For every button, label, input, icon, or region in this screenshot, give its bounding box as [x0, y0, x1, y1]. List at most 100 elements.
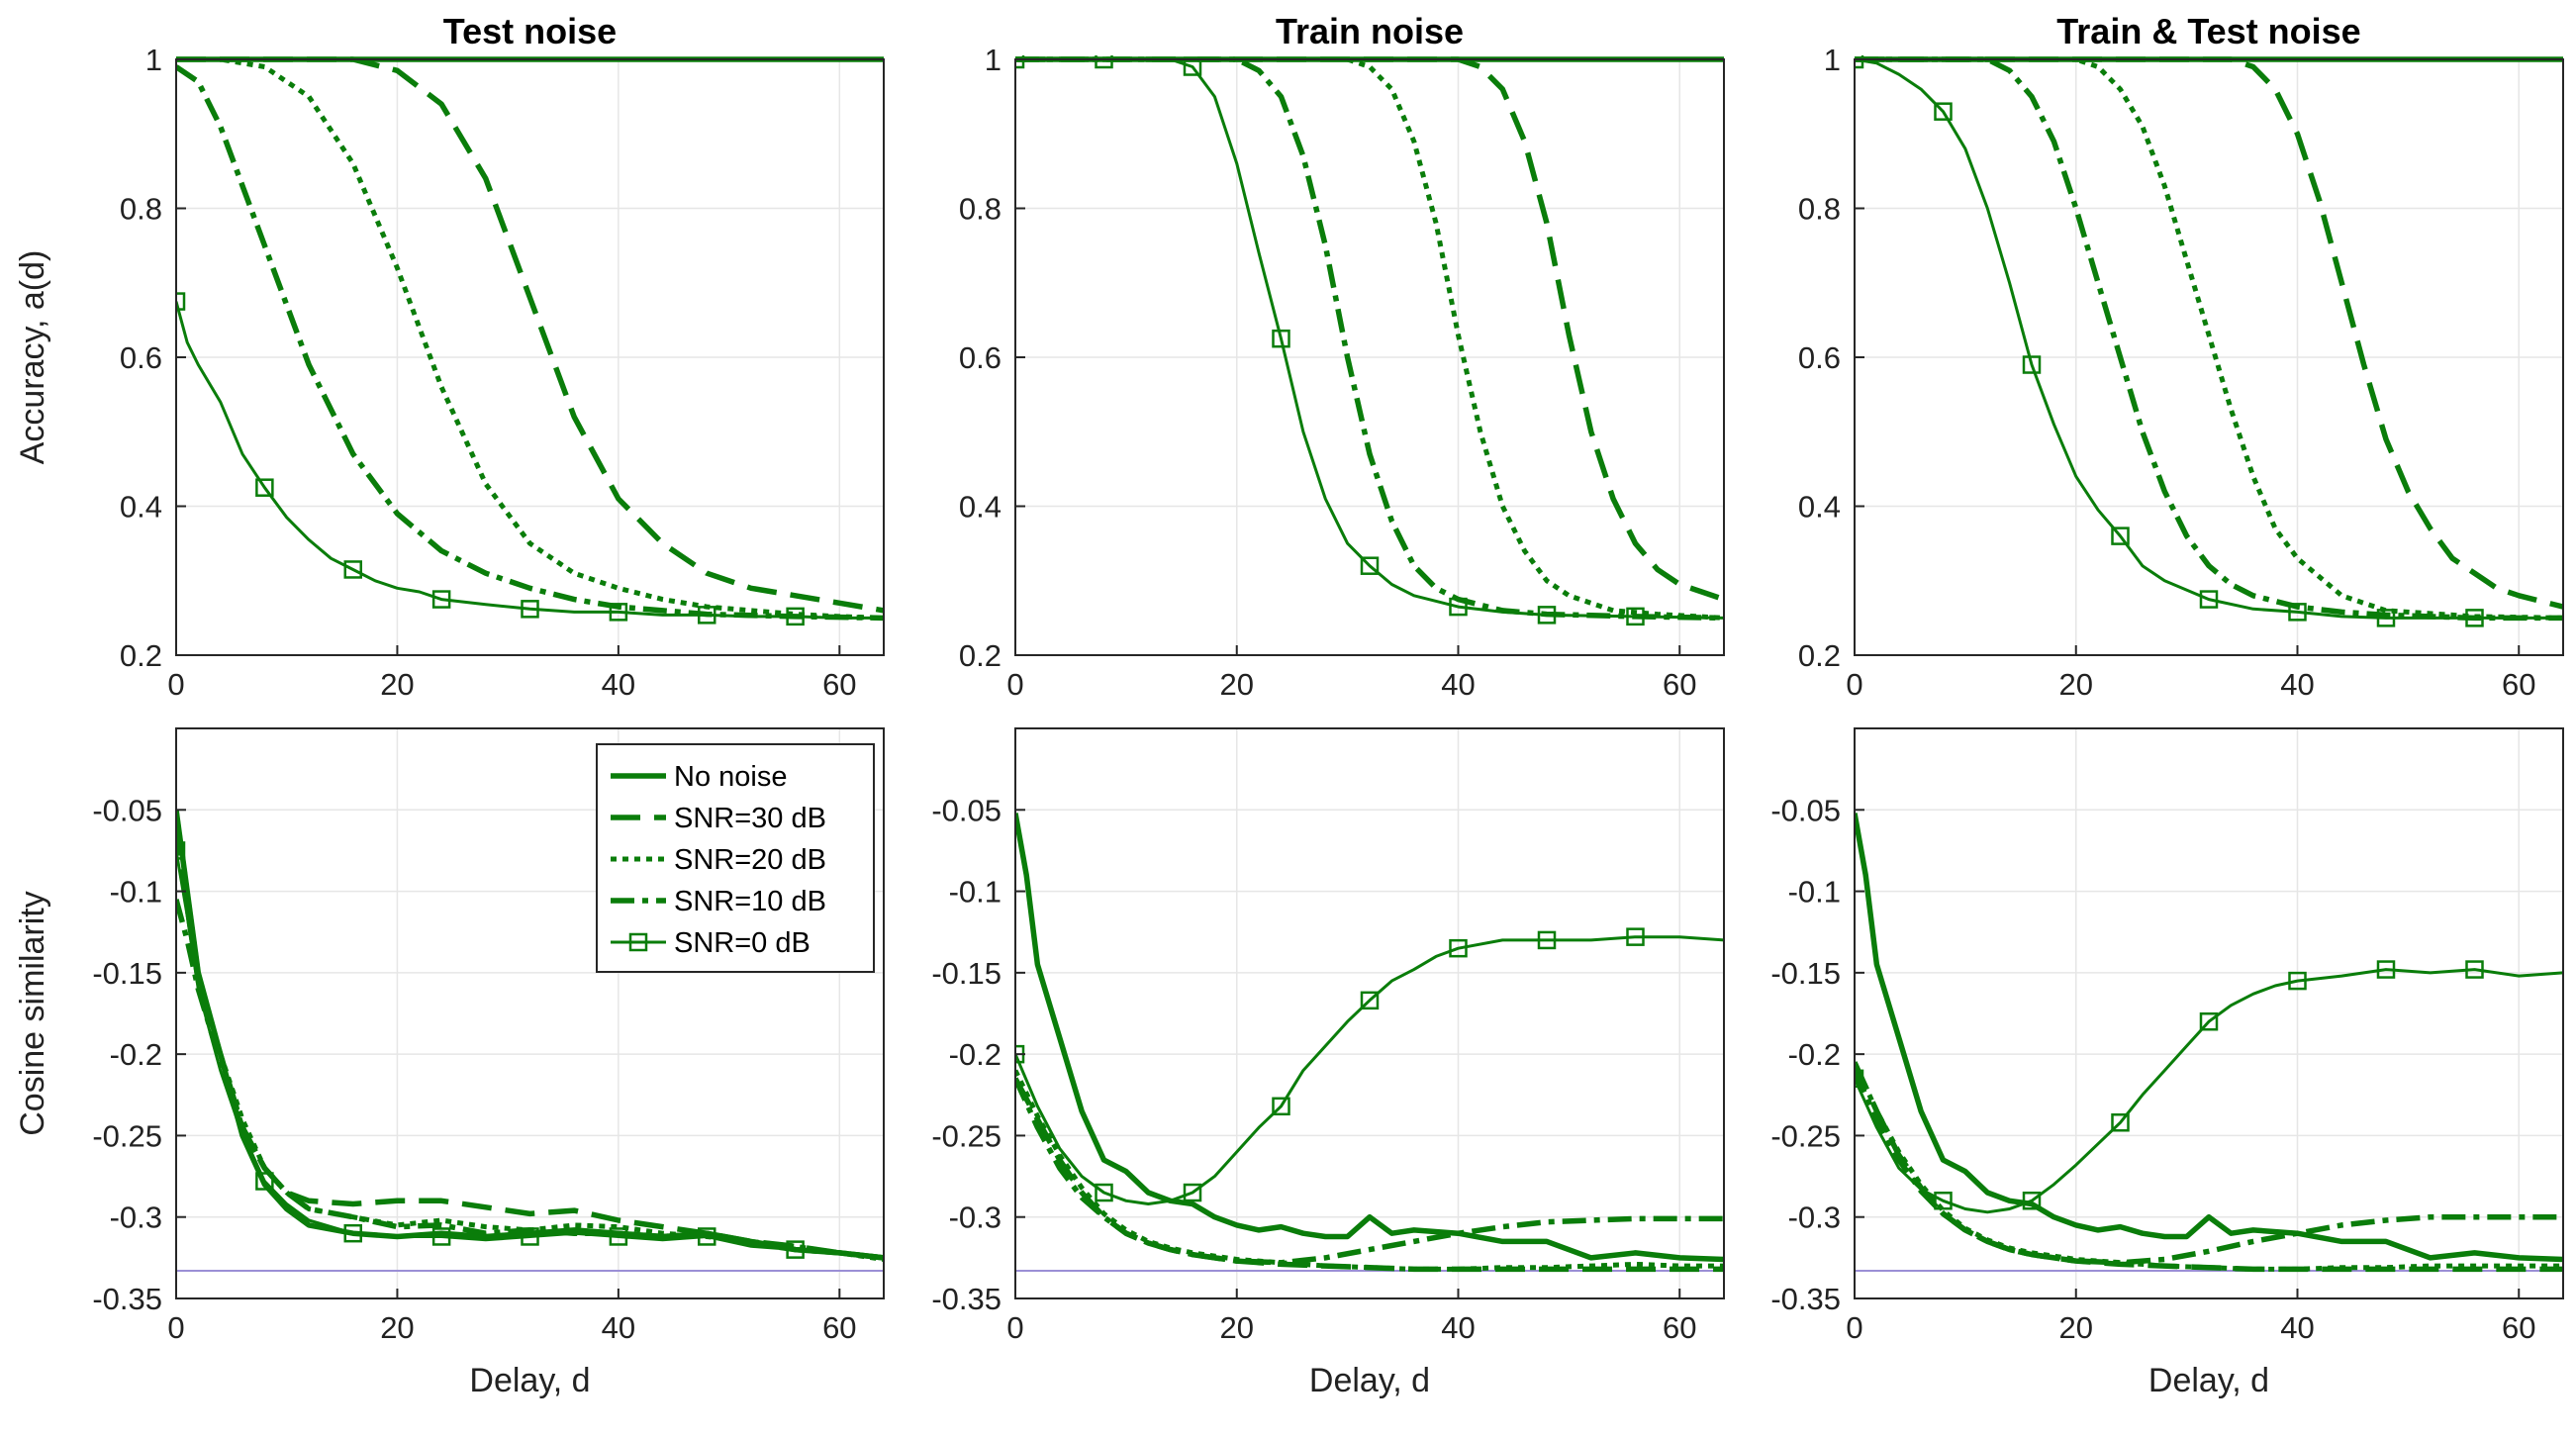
series-marker-snr-0-db: [343, 1223, 362, 1243]
series-marker-snr-0-db: [176, 841, 186, 860]
series-marker-snr-0-db: [1095, 1183, 1113, 1202]
series-marker-snr-0-db: [1183, 1183, 1202, 1202]
chart-bottom-1: 0 20 40 60 -0.35 -0.3 -0.25 -0.2 -0.15 -0.1 -0.05 D…: [14, 727, 885, 1399]
x-tick-label: 0: [1846, 667, 1862, 702]
series-line-snr-0-db: [1015, 57, 1724, 620]
series-line-snr-0-db: [1015, 935, 1724, 1205]
plot-area: [1855, 813, 2563, 1273]
legend-label-snr0: SNR=0 dB: [674, 927, 811, 959]
chart-bottom-3: 0 20 40 60 -0.35 -0.3 -0.25 -0.2 -0.15 -0.1 -0.05 D…: [1770, 727, 2564, 1399]
series-line-snr-30-db: [1855, 56, 2563, 610]
x-tick-label: 0: [167, 667, 184, 702]
x-axis-label: Delay, d: [2148, 1362, 2269, 1399]
series-marker-snr-0-db: [431, 1227, 451, 1246]
series-line-snr-0-db: [176, 850, 884, 1260]
x-tick-label: 40: [2280, 1310, 2314, 1345]
series-marker-snr-0-db: [343, 560, 362, 579]
y-tick-label: -0.05: [931, 793, 1002, 827]
series-line-snr-10-db: [1015, 56, 1724, 622]
series-marker-snr-0-db: [1934, 102, 1953, 121]
series-marker-snr-0-db: [1360, 556, 1380, 575]
series-line-snr-10-db: [176, 64, 884, 622]
x-tick-label: 60: [822, 1310, 856, 1345]
y-tick-label: 0.4: [120, 490, 162, 525]
series-line-no-noise: [1015, 813, 1724, 1263]
x-tick-label: 60: [2502, 1310, 2535, 1345]
series-marker-snr-0-db: [2465, 609, 2484, 627]
plot-area: [176, 56, 884, 626]
y-tick-label: 0.2: [120, 638, 162, 673]
x-tick-label: 60: [1663, 667, 1696, 702]
series-line-snr-10-db: [176, 899, 884, 1261]
chart-top-2: 0 20 40 60 0.2 0.4 0.6 0.8 1 Train noise: [959, 11, 1725, 702]
series-marker-snr-0-db: [698, 606, 716, 624]
series-line-snr-20-db: [176, 56, 884, 621]
series-line-snr-0-db: [176, 301, 884, 620]
x-tick-label: 40: [602, 1310, 635, 1345]
y-tick-label: -0.3: [949, 1200, 1002, 1235]
x-tick-label: 0: [1006, 667, 1023, 702]
series-line-snr-0-db: [1855, 57, 2563, 620]
series-marker-snr-0-db: [521, 1227, 539, 1246]
series-marker-snr-0-db: [2111, 1113, 2130, 1132]
legend-label-snr10: SNR=10 dB: [674, 886, 826, 917]
series-marker-snr-0-db: [1272, 1097, 1290, 1116]
x-tick-label: 20: [2059, 667, 2093, 702]
y-tick-label: -0.05: [92, 793, 162, 827]
y-tick-label: 0.8: [120, 192, 162, 227]
plot-area: [1015, 813, 1724, 1273]
series-marker-snr-0-db: [2199, 1011, 2219, 1031]
x-tick-label: 0: [167, 1310, 184, 1345]
x-tick-label: 40: [1441, 1310, 1475, 1345]
y-tick-label: 0.6: [120, 340, 162, 375]
series-marker-snr-0-db: [431, 590, 451, 609]
series-marker-snr-0-db: [2465, 960, 2484, 979]
series-marker-snr-0-db: [1449, 938, 1468, 958]
chart-top-1: 0 20 40 60 0.2 0.4 0.6 0.8 1 Test noise Accuracy, …: [14, 11, 885, 702]
y-tick-label: -0.1: [110, 875, 162, 910]
series-marker-snr-0-db: [176, 292, 186, 311]
series-line-snr-30-db: [176, 56, 884, 614]
series-line-snr-30-db: [1015, 1077, 1724, 1273]
x-tick-label: 20: [380, 1310, 414, 1345]
x-tick-label: 20: [380, 667, 414, 702]
chart-title: Test noise: [443, 11, 617, 51]
x-tick-label: 40: [1441, 667, 1475, 702]
y-tick-label: -0.3: [110, 1200, 162, 1235]
y-tick-label: 0.8: [959, 192, 1002, 227]
series-marker-snr-0-db: [1626, 607, 1645, 626]
series-line-snr-20-db: [1855, 1061, 2563, 1272]
series-marker-snr-0-db: [521, 600, 539, 619]
axes-frame: [1854, 727, 2564, 1299]
series-line-snr-10-db: [1855, 1069, 2563, 1266]
series-marker-snr-0-db: [2022, 355, 2042, 374]
legend-marker-snr0: [628, 932, 648, 952]
series-marker-snr-0-db: [1360, 991, 1380, 1010]
y-axis-label: Accuracy, a(d): [14, 250, 51, 465]
series-marker-snr-0-db: [1855, 1069, 1864, 1089]
series-marker-snr-0-db: [786, 1240, 805, 1259]
axes-frame: [175, 727, 885, 1299]
series-marker-snr-0-db: [609, 1227, 628, 1246]
y-tick-label: -0.2: [949, 1037, 1002, 1072]
series-marker-snr-0-db: [698, 1227, 716, 1246]
plot-area: [1015, 55, 1724, 626]
series-line-snr-30-db: [1855, 1061, 2563, 1273]
series-line-snr-10-db: [1855, 56, 2563, 622]
x-tick-label: 0: [1846, 1310, 1862, 1345]
y-tick-label: -0.35: [931, 1282, 1002, 1316]
series-marker-snr-0-db: [2022, 1192, 2042, 1210]
y-tick-label: 0.2: [959, 638, 1002, 673]
y-tick-label: 0.6: [959, 340, 1002, 375]
y-tick-label: -0.3: [1788, 1200, 1841, 1235]
series-marker-snr-0-db: [1272, 329, 1290, 348]
x-tick-label: 60: [2502, 667, 2535, 702]
y-tick-label: 0.4: [1798, 490, 1841, 525]
series-line-snr-10-db: [1015, 1077, 1724, 1266]
x-tick-label: 20: [1220, 1310, 1254, 1345]
chart-bottom-2: 0 20 40 60 -0.35 -0.3 -0.25 -0.2 -0.15 -0.1 -0.05 D…: [931, 727, 1725, 1399]
y-tick-label: 0.4: [959, 490, 1002, 525]
x-tick-label: 60: [1663, 1310, 1696, 1345]
plot-area: [176, 809, 884, 1262]
